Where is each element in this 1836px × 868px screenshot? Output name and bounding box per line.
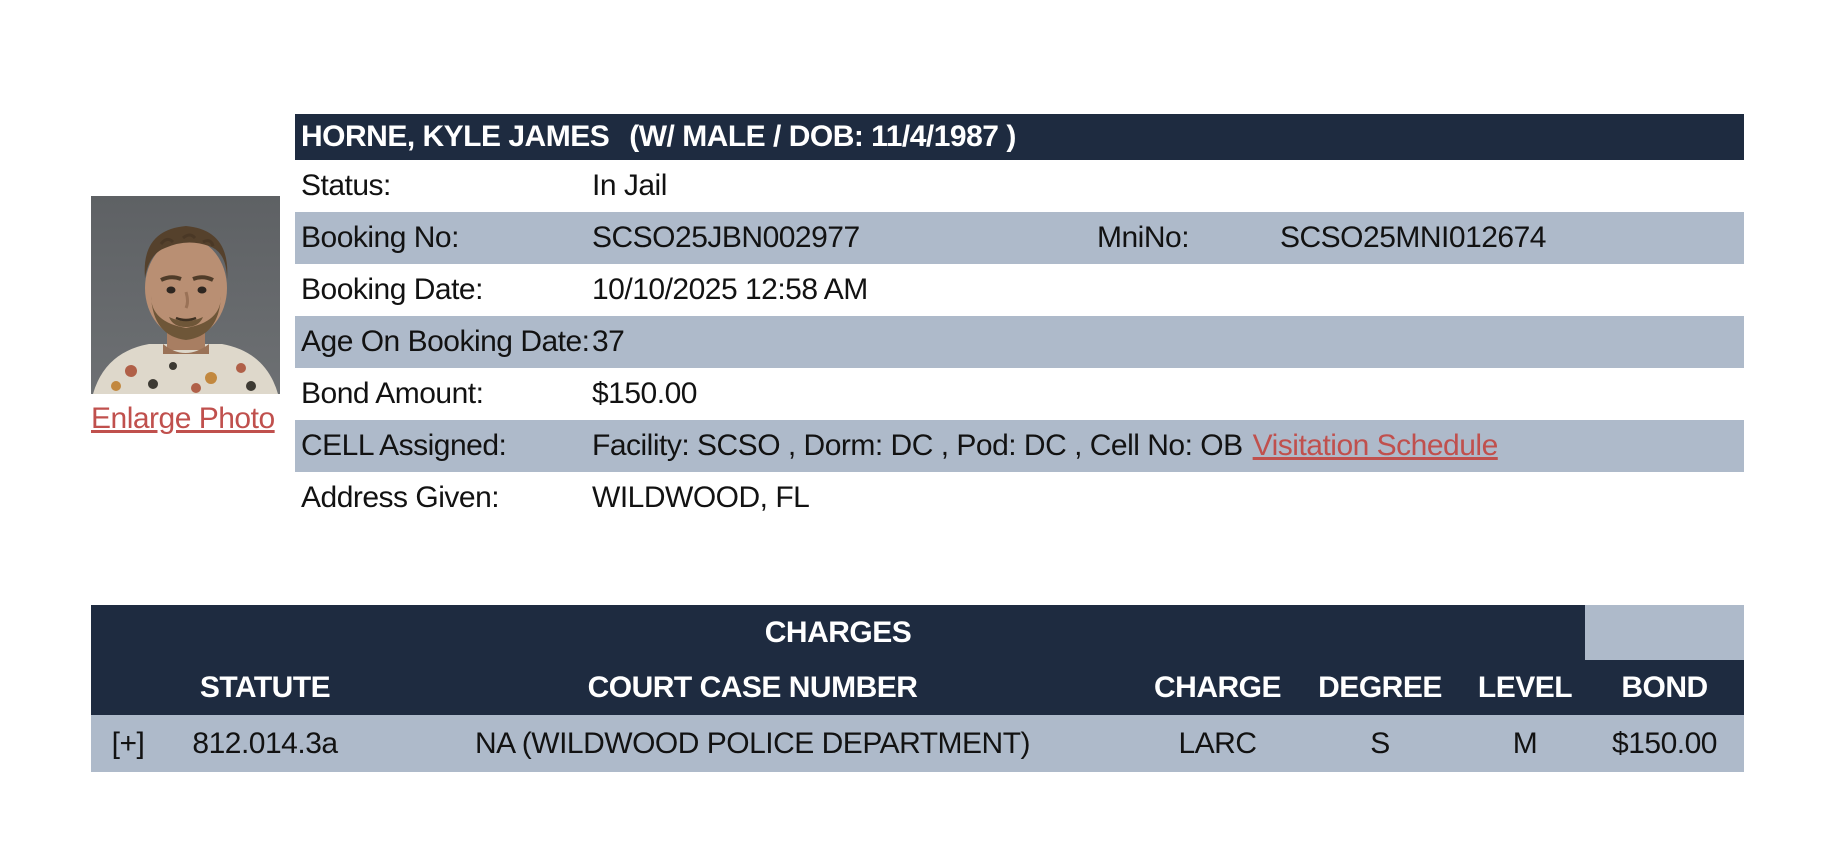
inmate-info-table: HORNE, KYLE JAMES (W/ MALE / DOB: 11/4/1… — [295, 114, 1744, 524]
statute-column-header: STATUTE — [199, 670, 331, 704]
age-on-booking-label: Age On Booking Date: — [301, 325, 590, 358]
charge-court-case-number: NA (WILDWOOD POLICE DEPARTMENT) — [474, 726, 1031, 760]
inmate-name-bar: HORNE, KYLE JAMES (W/ MALE / DOB: 11/4/1… — [295, 114, 1744, 160]
bond-amount-row: Bond Amount: $150.00 — [295, 368, 1744, 420]
cell-assigned-row: CELL Assigned: Facility: SCSO , Dorm: DC… — [295, 420, 1744, 472]
status-value: In Jail — [592, 169, 667, 202]
bond-column-header: BOND — [1621, 670, 1708, 704]
charge-name: LARC — [1178, 726, 1257, 760]
mugshot-image — [91, 196, 280, 394]
visitation-schedule-link[interactable]: Visitation Schedule — [1252, 429, 1499, 462]
address-given-row: Address Given: WILDWOOD, FL — [295, 472, 1744, 524]
booking-date-label: Booking Date: — [301, 273, 483, 306]
bond-amount-label: Bond Amount: — [301, 377, 484, 410]
inmate-descriptor: (W/ MALE / DOB: 11/4/1987 ) — [629, 120, 1016, 153]
court-case-column-header: COURT CASE NUMBER — [587, 670, 918, 704]
cell-assigned-value: Facility: SCSO , Dorm: DC , Pod: DC , Ce… — [592, 429, 1243, 462]
mni-no-value: SCSO25MNI012674 — [1280, 221, 1547, 254]
charges-title-row: CHARGES — [91, 605, 1744, 660]
level-column-header: LEVEL — [1477, 670, 1573, 704]
inmate-name: HORNE, KYLE JAMES — [301, 120, 610, 153]
enlarge-photo-link[interactable]: Enlarge Photo — [91, 402, 275, 435]
address-given-label: Address Given: — [301, 481, 500, 514]
cell-assigned-label: CELL Assigned: — [301, 429, 507, 462]
booking-no-label: Booking No: — [301, 221, 459, 254]
booking-date-row: Booking Date: 10/10/2025 12:58 AM — [295, 264, 1744, 316]
charge-bond: $150.00 — [1612, 726, 1717, 760]
bond-amount-value: $150.00 — [592, 377, 697, 410]
address-given-value: WILDWOOD, FL — [592, 481, 810, 514]
charge-column-header: CHARGE — [1153, 670, 1282, 704]
status-label: Status: — [301, 169, 391, 202]
mugshot-photo[interactable] — [91, 196, 280, 394]
charges-header-row: STATUTE COURT CASE NUMBER CHARGE DEGREE … — [91, 660, 1744, 715]
booking-no-row: Booking No: SCSO25JBN002977 MniNo: SCSO2… — [295, 212, 1744, 264]
charges-title: CHARGES — [91, 605, 1585, 660]
status-row: Status: In Jail — [295, 160, 1744, 212]
booking-no-value: SCSO25JBN002977 — [592, 221, 860, 254]
expand-charge-icon[interactable]: [+] — [111, 726, 145, 760]
charge-statute: 812.014.3a — [192, 726, 338, 760]
charge-row: [+] 812.014.3a NA (WILDWOOD POLICE DEPAR… — [91, 715, 1744, 772]
charges-table: CHARGES STATUTE COURT CASE NUMBER CHARGE… — [91, 605, 1744, 772]
booking-date-value: 10/10/2025 12:58 AM — [592, 273, 868, 306]
charge-level: M — [1512, 726, 1538, 760]
charges-title-corner-cell — [1585, 605, 1744, 660]
mni-no-label: MniNo: — [1097, 221, 1190, 254]
degree-column-header: DEGREE — [1318, 670, 1442, 704]
charge-degree: S — [1370, 726, 1390, 760]
age-on-booking-value: 37 — [592, 325, 625, 358]
age-on-booking-row: Age On Booking Date: 37 — [295, 316, 1744, 368]
